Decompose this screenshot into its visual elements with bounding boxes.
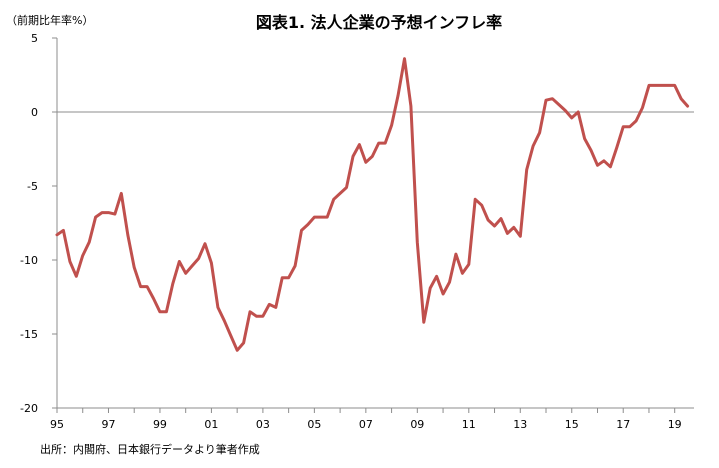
y-tick-label: -10 — [20, 254, 38, 267]
source-note: 出所：内閣府、日本銀行データより筆者作成 — [40, 442, 260, 456]
x-tick-label: 95 — [50, 418, 64, 431]
x-tick-label: 15 — [565, 418, 579, 431]
y-tick-label: -20 — [20, 402, 38, 415]
x-tick-label: 97 — [101, 418, 115, 431]
x-tick-label: 11 — [462, 418, 476, 431]
series-lines — [55, 57, 690, 352]
x-tick-label: 17 — [616, 418, 630, 431]
y-tick-label: -15 — [20, 328, 38, 341]
x-tick-label: 99 — [153, 418, 167, 431]
x-tick-label: 05 — [307, 418, 321, 431]
x-tick-label: 13 — [513, 418, 527, 431]
x-tick-label: 19 — [668, 418, 682, 431]
series-line — [55, 57, 690, 352]
y-tick-label: 5 — [31, 32, 38, 45]
x-tick-label: 03 — [256, 418, 270, 431]
x-tick-label: 09 — [410, 418, 424, 431]
chart-title: 図表1. 法人企業の予想インフレ率 — [256, 13, 502, 32]
y-unit-label: （前期比年率%） — [6, 13, 93, 27]
x-tick-label: 01 — [204, 418, 218, 431]
x-tick-label: 07 — [359, 418, 373, 431]
y-tick-label: -5 — [27, 180, 38, 193]
tick-labels: 5 0 -5 -10 -15 -20 95 97 99 01 03 05 07 09 11 13 15 17 19 — [20, 32, 682, 431]
y-tick-label: 0 — [31, 106, 38, 119]
axes — [52, 37, 694, 413]
